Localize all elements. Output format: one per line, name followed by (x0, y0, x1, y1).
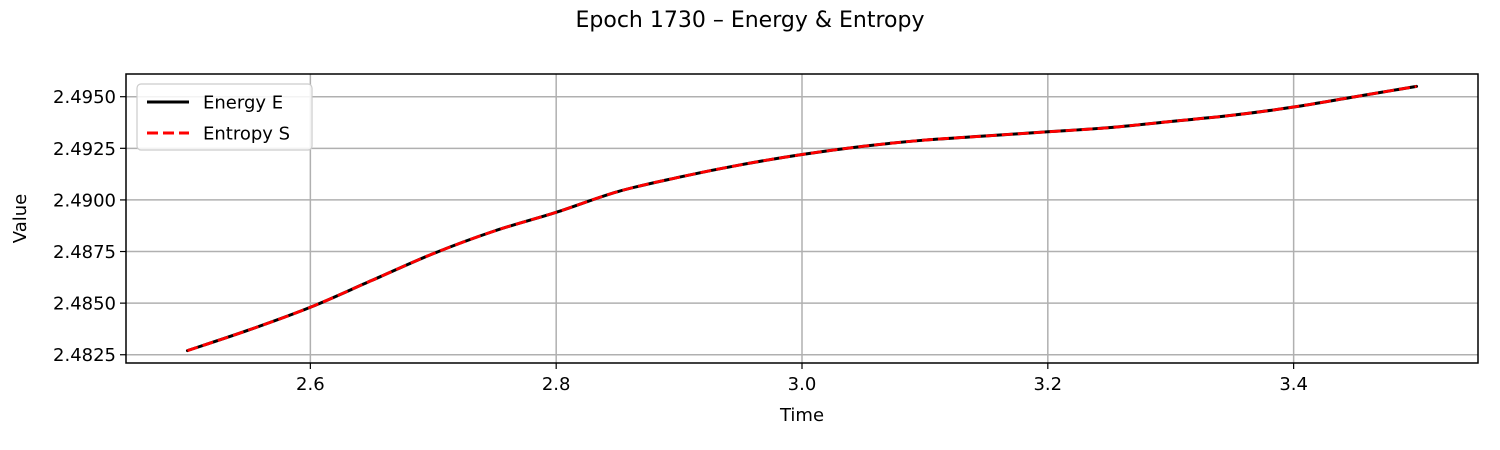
legend: Energy E Entropy S (136, 83, 313, 151)
y-axis-ticks: 2.4825 2.4850 2.4875 2.4900 2.4925 2.4950 (53, 87, 126, 366)
y-tick-label: 2.4825 (53, 345, 116, 366)
x-tick-label: 3.4 (1279, 374, 1308, 395)
x-axis-title: Time (779, 405, 824, 426)
x-tick-label: 2.8 (542, 374, 571, 395)
y-tick-label: 2.4925 (53, 139, 116, 160)
series-lines (185, 84, 1419, 353)
legend-label: Entropy S (203, 124, 290, 145)
y-tick-label: 2.4900 (53, 190, 116, 211)
series-line-entropy (187, 85, 1417, 352)
grid-lines (126, 74, 1478, 363)
y-tick-label: 2.4850 (53, 294, 116, 315)
chart-title: Epoch 1730 – Energy & Entropy (576, 8, 925, 33)
legend-label: Energy E (203, 93, 283, 114)
y-tick-label: 2.4875 (53, 242, 116, 263)
y-axis-title: Value (10, 194, 31, 243)
x-tick-label: 3.2 (1033, 374, 1062, 395)
x-tick-label: 3.0 (788, 374, 817, 395)
x-tick-label: 2.6 (296, 374, 325, 395)
y-tick-label: 2.4950 (53, 87, 116, 108)
x-axis-ticks: 2.6 2.8 3.0 3.2 3.4 (296, 363, 1308, 395)
